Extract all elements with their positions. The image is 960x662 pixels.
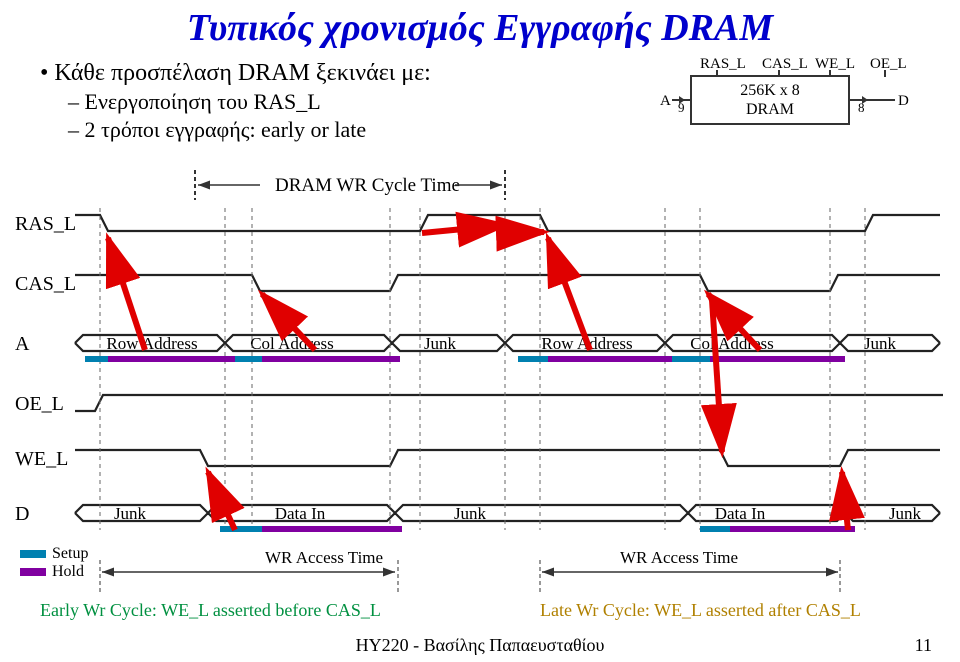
aval-1: Col Address — [232, 334, 352, 354]
footer: ΗΥ220 - Βασίλης Παπαευσταθίου — [0, 635, 960, 656]
dval-1: Data In — [250, 504, 350, 524]
hold-swatch — [20, 568, 46, 576]
sig-d: D — [15, 503, 29, 526]
legend: Setup Hold — [20, 545, 88, 581]
sig-ras: RAS_L — [15, 213, 76, 236]
sig-oe: OE_L — [15, 393, 64, 416]
aval-3: Row Address — [527, 334, 647, 354]
cycle-time-label: DRAM WR Cycle Time — [275, 175, 460, 197]
wr-access-1: WR Access Time — [265, 548, 383, 568]
aval-2: Junk — [400, 334, 480, 354]
dval-4: Junk — [870, 504, 940, 524]
aval-5: Junk — [845, 334, 915, 354]
page-number: 11 — [915, 635, 932, 656]
aval-0: Row Address — [92, 334, 212, 354]
wr-access-2: WR Access Time — [620, 548, 738, 568]
dval-3: Data In — [690, 504, 790, 524]
hold-label: Hold — [52, 563, 84, 581]
setup-swatch — [20, 550, 46, 558]
sig-we: WE_L — [15, 448, 68, 471]
dval-2: Junk — [430, 504, 510, 524]
sig-a: A — [15, 333, 29, 356]
early-note: Early Wr Cycle: WE_L asserted before CAS… — [40, 600, 381, 621]
setup-label: Setup — [52, 545, 88, 563]
aval-4: Col Address — [672, 334, 792, 354]
late-note: Late Wr Cycle: WE_L asserted after CAS_L — [540, 600, 861, 621]
dval-0: Junk — [90, 504, 170, 524]
dram-pins-svg — [0, 0, 960, 170]
sig-cas: CAS_L — [15, 273, 76, 296]
